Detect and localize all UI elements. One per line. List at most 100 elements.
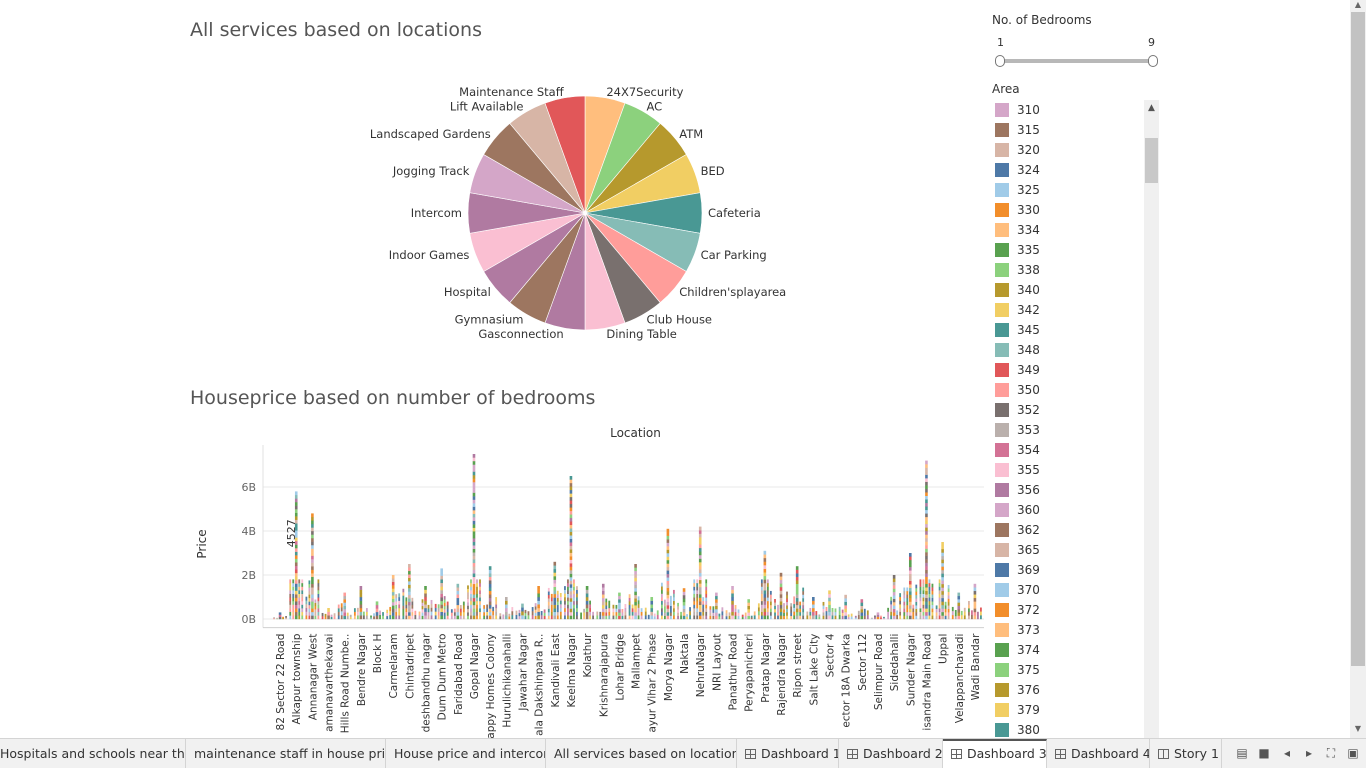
bar-segment[interactable] <box>892 588 896 593</box>
legend-item-324[interactable]: 324 <box>992 160 1144 180</box>
bar-segment[interactable] <box>944 608 947 613</box>
bar-segment[interactable] <box>698 530 702 534</box>
bar-segment[interactable] <box>402 615 405 620</box>
bar-segment[interactable] <box>696 590 699 594</box>
legend-item-370[interactable]: 370 <box>992 580 1144 600</box>
bar-segment[interactable] <box>547 598 550 602</box>
bar-segment[interactable] <box>734 611 737 616</box>
bar-segment[interactable] <box>308 597 311 602</box>
bar-segment[interactable] <box>841 615 844 620</box>
bar-segment[interactable] <box>779 576 783 581</box>
bar-group-mallampet[interactable]: Mallampet <box>628 564 643 689</box>
bar-segment[interactable] <box>812 597 815 601</box>
bar-segment[interactable] <box>327 615 330 620</box>
bar-segment[interactable] <box>472 457 476 462</box>
bar-segment[interactable] <box>915 612 918 616</box>
bar-segment[interactable] <box>725 613 728 617</box>
bar-segment[interactable] <box>637 611 640 616</box>
bar-segment[interactable] <box>402 588 405 593</box>
bar-segment[interactable] <box>731 586 734 590</box>
bar-segment[interactable] <box>709 609 712 613</box>
bar-segment[interactable] <box>356 611 359 616</box>
bar-segment[interactable] <box>915 588 918 592</box>
bar-segment[interactable] <box>793 615 796 620</box>
bar-segment[interactable] <box>834 611 837 616</box>
bar-segment[interactable] <box>669 595 672 600</box>
bar-segment[interactable] <box>294 526 298 531</box>
bar-segment[interactable] <box>731 600 734 605</box>
bar-segment[interactable] <box>294 590 298 595</box>
bar-segment[interactable] <box>757 607 760 612</box>
bar-segment[interactable] <box>747 602 750 607</box>
bar-segment[interactable] <box>462 615 465 620</box>
bar-segment[interactable] <box>693 608 696 612</box>
bar-segment[interactable] <box>802 594 805 599</box>
bar-segment[interactable] <box>968 615 970 620</box>
bar-segment[interactable] <box>903 615 906 620</box>
bar-segment[interactable] <box>573 583 575 587</box>
bar-segment[interactable] <box>391 615 395 620</box>
bar-segment[interactable] <box>440 572 443 576</box>
bar-segment[interactable] <box>311 576 314 581</box>
bar-segment[interactable] <box>569 612 573 616</box>
bar-segment[interactable] <box>292 608 295 612</box>
bar-segment[interactable] <box>472 524 476 528</box>
bar-segment[interactable] <box>379 610 381 615</box>
bar-segment[interactable] <box>569 577 573 581</box>
bar-segment[interactable] <box>515 614 518 620</box>
bar-segment[interactable] <box>822 615 825 620</box>
bar-segment[interactable] <box>605 608 608 613</box>
bar-segment[interactable] <box>799 615 802 620</box>
bar-segment[interactable] <box>941 573 944 578</box>
bar-segment[interactable] <box>666 594 670 599</box>
bar-segment[interactable] <box>693 615 696 620</box>
bar-segment[interactable] <box>866 610 869 615</box>
legend-item-348[interactable]: 348 <box>992 340 1144 360</box>
bar-segment[interactable] <box>521 615 524 620</box>
bar-segment[interactable] <box>553 590 557 595</box>
bar-segment[interactable] <box>763 611 767 616</box>
bar-segment[interactable] <box>569 573 573 578</box>
bar-segment[interactable] <box>925 587 928 592</box>
bar-segment[interactable] <box>567 583 569 587</box>
bar-group-hills-road-numbe[interactable]: Hills Road Numbe.. <box>337 592 352 734</box>
bar-segment[interactable] <box>854 615 857 618</box>
bar-segment[interactable] <box>559 604 562 609</box>
bar-segment[interactable] <box>925 573 928 577</box>
bar-segment[interactable] <box>883 616 885 619</box>
bar-segment[interactable] <box>669 599 672 603</box>
bar-segment[interactable] <box>908 570 912 575</box>
bar-group-chintadripet[interactable]: Chintadripet <box>402 564 416 699</box>
bar-segment[interactable] <box>395 594 398 598</box>
bar-segment[interactable] <box>289 601 292 605</box>
bar-group-faridabad-road[interactable]: Faridabad Road <box>450 583 465 715</box>
bar-segment[interactable] <box>941 598 944 602</box>
bar-segment[interactable] <box>825 607 828 612</box>
bar-segment[interactable] <box>731 608 734 612</box>
bar-segment[interactable] <box>321 612 324 617</box>
bar-segment[interactable] <box>479 601 481 605</box>
bar-segment[interactable] <box>599 611 602 616</box>
bar-segment[interactable] <box>391 608 395 613</box>
bar-segment[interactable] <box>624 615 627 620</box>
bar-segment[interactable] <box>774 605 776 610</box>
bar-segment[interactable] <box>922 586 925 591</box>
bar-segment[interactable] <box>666 587 670 592</box>
bar-segment[interactable] <box>472 583 476 588</box>
bar-segment[interactable] <box>294 580 298 584</box>
bar-segment[interactable] <box>408 605 411 609</box>
bar-segment[interactable] <box>337 615 340 620</box>
bar-segment[interactable] <box>301 593 304 598</box>
bar-segment[interactable] <box>472 562 476 567</box>
bar-segment[interactable] <box>573 604 575 609</box>
bar-segment[interactable] <box>282 616 284 619</box>
bar-segment[interactable] <box>834 608 837 613</box>
bar-segment[interactable] <box>660 593 663 598</box>
bar-segment[interactable] <box>931 594 934 599</box>
bar-segment[interactable] <box>472 587 476 592</box>
bar-segment[interactable] <box>763 568 767 573</box>
bar-segment[interactable] <box>564 611 566 616</box>
bar-segment[interactable] <box>766 590 769 594</box>
bar-segment[interactable] <box>915 591 918 596</box>
bar-segment[interactable] <box>709 606 712 610</box>
